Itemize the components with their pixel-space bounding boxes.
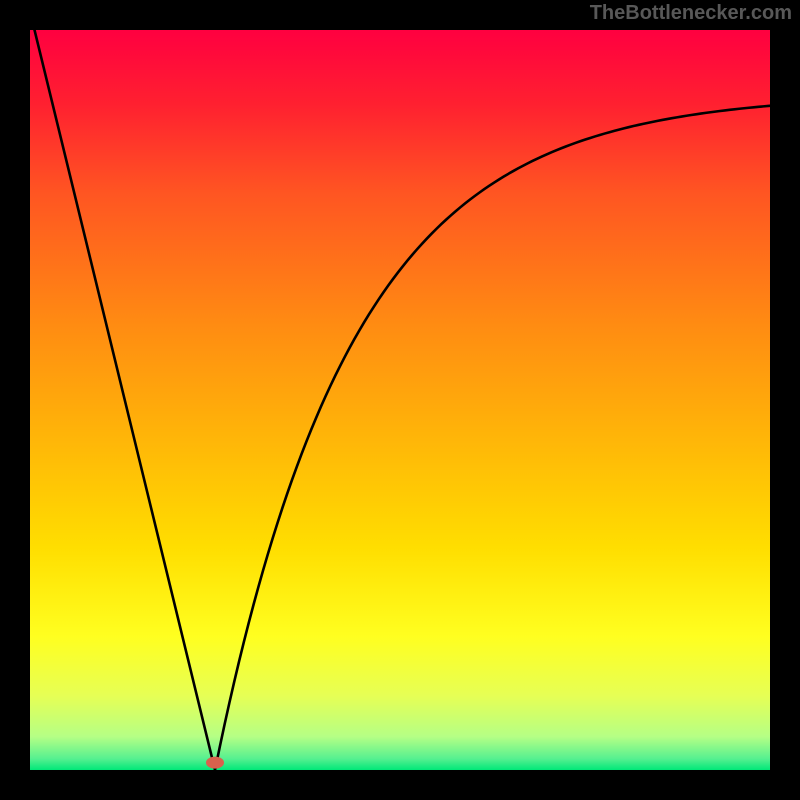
plot-area bbox=[30, 30, 770, 770]
watermark-text: TheBottlenecker.com bbox=[590, 2, 792, 25]
bottleneck-curve bbox=[30, 30, 770, 770]
optimal-point-marker bbox=[206, 757, 224, 769]
chart-container: TheBottlenecker.com bbox=[0, 0, 800, 800]
